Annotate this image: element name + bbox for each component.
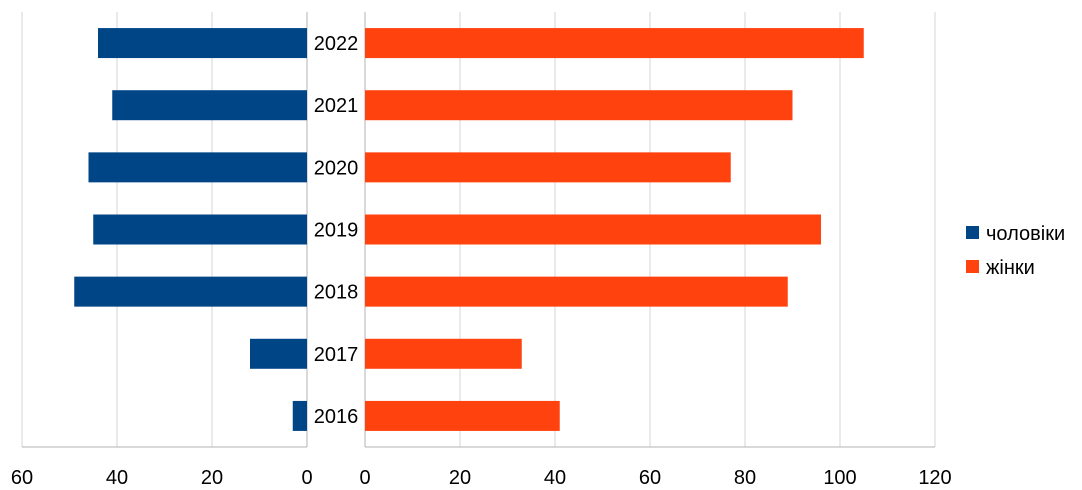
category-label-2016: 2016 xyxy=(314,406,359,428)
bar-men-2017 xyxy=(250,338,307,369)
legend-swatch-men xyxy=(966,226,979,239)
category-label-2019: 2019 xyxy=(314,220,359,242)
category-label-2022: 2022 xyxy=(314,33,359,55)
axis-tick-labels: 60 40 20 0 0 20 40 60 80 100 120 xyxy=(11,467,952,489)
left-axis-tick-label: 0 xyxy=(301,467,312,489)
bar-women-2016 xyxy=(365,400,560,431)
bar-men-2019 xyxy=(93,214,307,245)
right-axis-tick-label: 0 xyxy=(359,467,370,489)
bar-men-2018 xyxy=(74,276,307,307)
right-axis-tick-label: 60 xyxy=(639,467,661,489)
right-axis-tick-label: 80 xyxy=(734,467,756,489)
bar-men-2020 xyxy=(88,152,307,183)
legend-label-men: чоловіки xyxy=(986,223,1065,245)
legend: чоловіки жінки xyxy=(966,223,1065,279)
bar-women-2020 xyxy=(365,152,731,183)
bar-men-2022 xyxy=(98,28,307,59)
category-labels: 2022 2021 2020 2019 2018 2017 2016 xyxy=(314,33,359,428)
bars xyxy=(74,28,864,431)
left-axis-tick-label: 60 xyxy=(11,467,33,489)
right-axis-tick-label: 100 xyxy=(823,467,856,489)
right-axis-tick-label: 20 xyxy=(449,467,471,489)
bar-men-2021 xyxy=(112,90,307,121)
bar-women-2022 xyxy=(365,28,864,59)
left-axis-tick-label: 20 xyxy=(201,467,223,489)
left-axis-tick-label: 40 xyxy=(106,467,128,489)
right-axis-tick-label: 120 xyxy=(918,467,951,489)
category-label-2017: 2017 xyxy=(314,344,359,366)
legend-label-women: жінки xyxy=(986,257,1035,279)
category-label-2018: 2018 xyxy=(314,282,359,304)
right-axis-tick-label: 40 xyxy=(544,467,566,489)
category-label-2020: 2020 xyxy=(314,157,359,179)
legend-swatch-women xyxy=(966,260,979,273)
bar-men-2016 xyxy=(292,400,307,431)
bar-women-2018 xyxy=(365,276,788,307)
category-label-2021: 2021 xyxy=(314,95,359,117)
bar-women-2021 xyxy=(365,90,793,121)
bar-women-2019 xyxy=(365,214,821,245)
bar-women-2017 xyxy=(365,338,522,369)
